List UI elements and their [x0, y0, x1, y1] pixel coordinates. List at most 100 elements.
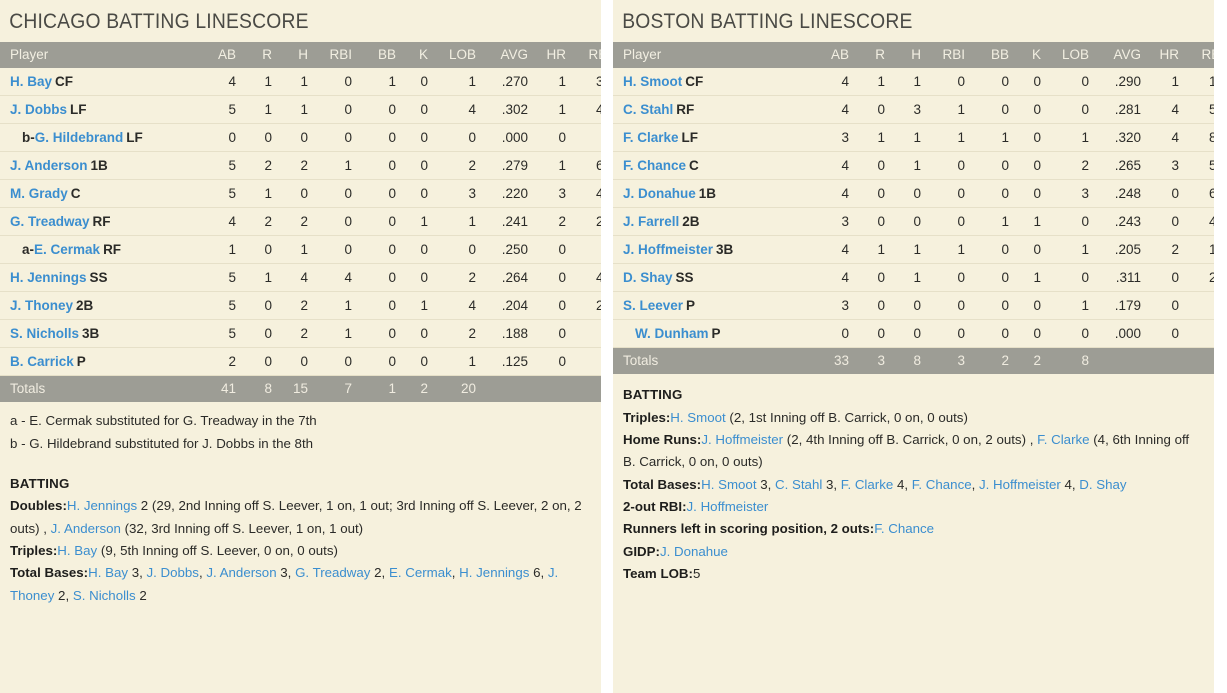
column-header-ab[interactable]: AB	[809, 42, 849, 69]
stat-cell-bb: 0	[965, 291, 1009, 321]
stat-cell-rbi: 0	[921, 263, 965, 293]
player-name-link[interactable]: D. Shay	[1079, 476, 1127, 492]
player-name-link[interactable]: H. Jennings	[10, 270, 87, 286]
column-header-avg[interactable]: AVG	[476, 42, 528, 69]
player-name-link[interactable]: J. Hoffmeister	[979, 476, 1061, 492]
column-header-lob[interactable]: LOB	[1041, 42, 1089, 69]
player-name-link[interactable]: J. Donahue	[659, 543, 728, 559]
player-name-link[interactable]: H. Smoot	[670, 409, 726, 425]
totals-cell-k: 2	[396, 375, 428, 403]
player-name-link[interactable]: S. Leever	[623, 298, 684, 314]
player-name-link[interactable]: F. Clarke	[623, 130, 679, 146]
column-header-lob[interactable]: LOB	[428, 42, 476, 69]
player-position: SS	[675, 270, 694, 286]
player-position: RF	[676, 102, 695, 118]
player-name-link[interactable]: J. Anderson	[50, 520, 121, 536]
column-header-hr[interactable]: HR	[1141, 42, 1179, 69]
column-header-r[interactable]: R	[849, 42, 885, 69]
player-name-link[interactable]: J. Dobbs	[146, 565, 199, 581]
player-name-link[interactable]: J. Hoffmeister	[686, 498, 769, 514]
player-name-link[interactable]: J. Hoffmeister	[701, 431, 784, 447]
player-name-link[interactable]: J. Anderson	[10, 158, 88, 174]
player-name-link[interactable]: F. Chance	[874, 521, 935, 537]
stat-detail-text: 3,	[128, 565, 147, 581]
player-name-link[interactable]: J. Thoney	[10, 565, 559, 603]
stat-cell-rbi2: 12	[1179, 235, 1214, 265]
player-name-link[interactable]: H. Smoot	[623, 74, 683, 90]
column-header-h[interactable]: H	[885, 42, 921, 69]
column-header-k[interactable]: K	[396, 42, 428, 69]
player-name-link[interactable]: E. Cermak	[388, 565, 452, 581]
player-name-link[interactable]: J. Dobbs	[10, 102, 68, 118]
column-header-ab[interactable]: AB	[196, 42, 236, 69]
player-name-link[interactable]: H. Bay	[88, 565, 128, 581]
stat-detail-text: 5	[692, 565, 701, 581]
player-name-link[interactable]: G. Hildebrand	[34, 130, 124, 146]
column-header-r[interactable]: R	[236, 42, 272, 69]
stat-cell-rbi2: 0	[566, 235, 601, 265]
player-name-link[interactable]: J. Hoffmeister	[623, 242, 714, 258]
stat-cell-ab: 4	[809, 179, 849, 209]
player-name-link[interactable]: E. Cermak	[34, 242, 101, 258]
player-name-link[interactable]: F. Chance	[911, 476, 972, 492]
column-header-rbi2[interactable]: RBI	[566, 42, 601, 69]
column-header-player[interactable]: Player	[613, 42, 809, 69]
player-name-link[interactable]: W. Dunham	[635, 326, 709, 342]
player-name-link[interactable]: M. Grady	[10, 186, 68, 202]
player-name-link[interactable]: C. Stahl	[775, 476, 823, 492]
player-cell: b-G. Hildebrand LF	[0, 123, 196, 153]
player-name-link[interactable]: F. Clarke	[1037, 431, 1090, 447]
stat-cell-hr: 0	[528, 291, 566, 321]
batting-stat-line: GIDP:J. Donahue	[623, 541, 1204, 563]
player-name-link[interactable]: G. Treadway	[10, 214, 90, 230]
player-cell: G. Treadway RF	[0, 207, 196, 237]
team-panel-boston: BOSTON BATTING LINESCORE Player AB R H RBI BB K…	[613, 0, 1214, 693]
column-header-rbi[interactable]: RBI	[308, 42, 352, 69]
stat-cell-r: 1	[849, 235, 885, 265]
stat-cell-bb: 1	[965, 123, 1009, 153]
column-header-bb[interactable]: BB	[965, 42, 1009, 69]
player-name-link[interactable]: H. Bay	[57, 542, 98, 558]
stat-detail-text: 3,	[822, 476, 841, 492]
stat-cell-bb: 1	[352, 68, 396, 97]
player-name-link[interactable]: S. Nicholls	[10, 326, 80, 342]
stat-cell-h: 1	[885, 123, 921, 153]
player-name-link[interactable]: J. Anderson	[206, 565, 277, 581]
player-name-link[interactable]: H. Jennings	[66, 498, 138, 514]
column-header-hr[interactable]: HR	[528, 42, 566, 69]
stat-cell-hr: 1	[528, 68, 566, 97]
player-name-link[interactable]: F. Chance	[623, 158, 687, 174]
player-name-link[interactable]: H. Jennings	[459, 565, 530, 581]
stat-cell-k: 0	[1009, 123, 1041, 153]
player-name-link[interactable]: S. Nicholls	[72, 587, 136, 603]
player-name-link[interactable]: B. Carrick	[10, 354, 74, 370]
player-name-link[interactable]: C. Stahl	[623, 102, 674, 118]
player-name-link[interactable]: H. Bay	[10, 74, 53, 90]
player-name-link[interactable]: J. Donahue	[623, 186, 696, 202]
column-header-rbi[interactable]: RBI	[921, 42, 965, 69]
column-header-k[interactable]: K	[1009, 42, 1041, 69]
stat-label: Total Bases:	[623, 476, 702, 492]
stat-cell-avg: .000	[476, 123, 528, 153]
player-name-link[interactable]: G. Treadway	[295, 565, 371, 581]
player-position: 2B	[76, 298, 94, 314]
stat-detail-text: (4, 6th Inning off B. Carrick, 0 on, 0 o…	[623, 431, 1190, 470]
player-name-link[interactable]: J. Thoney	[10, 298, 74, 314]
stat-cell-avg: .220	[476, 179, 528, 209]
column-header-player[interactable]: Player	[0, 42, 196, 69]
player-name-link[interactable]: J. Farrell	[623, 214, 680, 230]
stat-label: Doubles:	[10, 498, 67, 514]
player-cell: C. Stahl RF	[613, 95, 809, 125]
player-name-link[interactable]: H. Smoot	[701, 476, 757, 492]
column-header-bb[interactable]: BB	[352, 42, 396, 69]
player-name-link[interactable]: D. Shay	[623, 270, 673, 286]
player-name-link[interactable]: F. Clarke	[840, 476, 894, 492]
column-header-avg[interactable]: AVG	[1089, 42, 1141, 69]
stat-cell-bb: 0	[352, 207, 396, 237]
stat-cell-hr: 1	[528, 95, 566, 125]
column-header-rbi2[interactable]: RBI	[1179, 42, 1214, 69]
stat-label: Total Bases:	[10, 565, 89, 581]
column-header-h[interactable]: H	[272, 42, 308, 69]
